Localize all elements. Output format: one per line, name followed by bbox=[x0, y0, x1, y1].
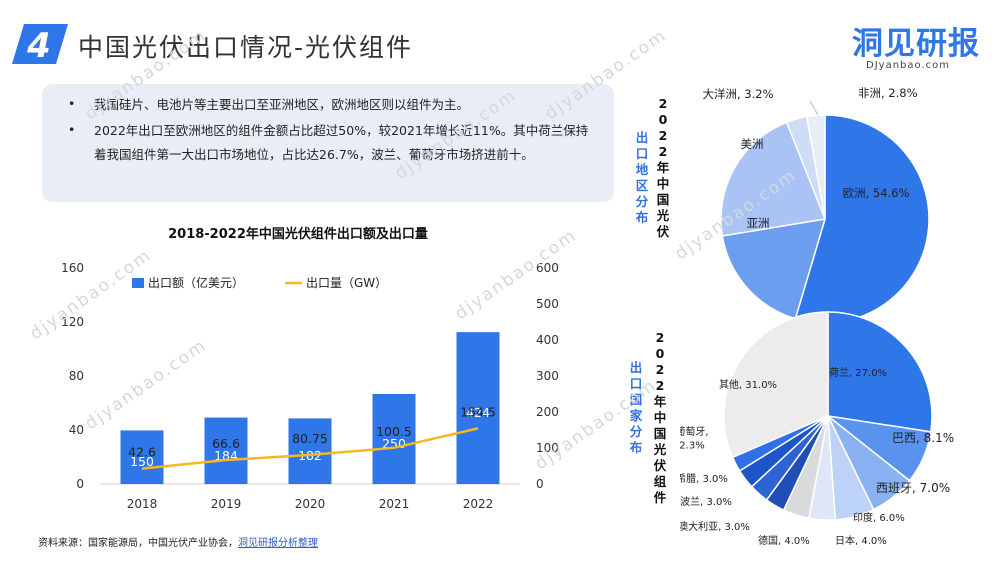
source-note: 资料来源：国家能源局，中国光伏产业协会，洞见研报分析整理 bbox=[38, 534, 318, 549]
x-tick-label: 2022 bbox=[463, 497, 494, 511]
brand-name: 洞见研报 bbox=[852, 26, 980, 62]
country-pie-title: 2022年中国光伏组件 bbox=[653, 330, 667, 505]
line-value-label: 154.5 bbox=[460, 404, 496, 419]
pie-slice-label: 德国, 4.0% bbox=[758, 534, 810, 547]
bar bbox=[120, 430, 164, 484]
x-tick-label: 2018 bbox=[127, 497, 158, 511]
summary-point-1: 我国硅片、电池片等主要出口至亚洲地区，欧洲地区则以组件为主。 bbox=[94, 97, 470, 112]
y-right-tick-label: 500 bbox=[536, 297, 559, 311]
pie-slice-label: 荷兰, 27.0% bbox=[829, 366, 887, 379]
bar bbox=[372, 393, 416, 484]
line-series bbox=[141, 427, 479, 470]
brand-logo: 洞见研报 DJyanbao.com bbox=[852, 18, 982, 76]
country-pie-slice bbox=[827, 311, 933, 433]
bullet-marker: • bbox=[68, 122, 76, 137]
pie-slice-label: 美洲 bbox=[741, 137, 764, 151]
line-value-label: 100.5 bbox=[376, 424, 412, 439]
y-right-tick-label: 300 bbox=[536, 369, 559, 383]
x-tick-label: 2020 bbox=[295, 497, 326, 511]
x-tick-label: 2021 bbox=[379, 497, 410, 511]
pie-slice-label: 大洋洲, 3.2% bbox=[702, 87, 773, 101]
y-left-tick-label: 120 bbox=[61, 315, 84, 329]
y-left-tick-label: 0 bbox=[76, 477, 84, 491]
legend-bar-label: 出口额（亿美元） bbox=[148, 275, 244, 290]
summary-box: • 我国硅片、电池片等主要出口至亚洲地区，欧洲地区则以组件为主。 • 2022年… bbox=[42, 84, 614, 202]
region-pie-subtitle: 出口地区分布 bbox=[635, 130, 649, 225]
region-pie-slice bbox=[720, 121, 827, 237]
leader-line bbox=[809, 100, 819, 116]
legend-line-label: 出口量（GW） bbox=[306, 276, 387, 290]
region-pie-slice bbox=[805, 114, 826, 220]
bar bbox=[288, 418, 332, 484]
y-left-tick-label: 40 bbox=[69, 423, 84, 437]
bar-value-label: 150 bbox=[130, 454, 154, 469]
pie-slice-label: 亚洲 bbox=[747, 216, 770, 230]
line-value-label: 66.6 bbox=[212, 436, 240, 451]
legend-bar-swatch bbox=[132, 278, 144, 288]
pie-slice-label: 日本, 4.0% bbox=[835, 534, 887, 547]
region-pie-title: 2022年中国光伏 bbox=[656, 96, 670, 239]
x-tick-label: 2019 bbox=[211, 497, 242, 511]
pie-slice-label: 西班牙, 7.0% bbox=[876, 481, 950, 495]
pie-slice-label: 希腊, 3.0% bbox=[680, 472, 728, 485]
summary-point-2: 2022年出口至欧洲地区的组件金额占比超过50%，较2021年增长近11%。其中… bbox=[94, 123, 589, 162]
y-right-tick-label: 600 bbox=[536, 261, 559, 275]
combo-chart-title: 2018-2022年中国光伏组件出口额及出口量 bbox=[168, 227, 428, 242]
source-prefix: 资料来源：国家能源局，中国光伏产业协会， bbox=[38, 538, 238, 549]
line-value-label: 80.75 bbox=[292, 431, 328, 446]
region-pie-slice bbox=[721, 218, 827, 320]
pie-slice-label: 澳大利亚, 3.0% bbox=[680, 520, 750, 533]
pie-slice-label: 印度, 6.0% bbox=[853, 511, 905, 524]
bar-value-label: 424 bbox=[466, 405, 490, 420]
line-value-label: 42.6 bbox=[128, 445, 156, 460]
y-left-tick-label: 160 bbox=[61, 261, 84, 275]
bar bbox=[456, 332, 500, 484]
y-right-tick-label: 200 bbox=[536, 405, 559, 419]
source-link[interactable]: 洞见研报分析整理 bbox=[238, 538, 318, 549]
y-right-tick-label: 400 bbox=[536, 333, 559, 347]
section-number-badge: 4 bbox=[12, 24, 68, 66]
pie-slice-label: 波兰, 3.0% bbox=[680, 495, 732, 508]
pie-charts: 欧洲, 54.6% 亚洲 美洲 大洋洲, 3.2% 非洲, 2.8% 荷兰, 27.0% 巴… bbox=[680, 86, 954, 547]
pie-slice-label: 巴西, 8.1% bbox=[892, 431, 954, 445]
pie-slice-label: 欧洲, 54.6% bbox=[843, 186, 910, 200]
country-pie-slice bbox=[723, 311, 829, 459]
page-title: 中国光伏出口情况-光伏组件 bbox=[78, 33, 414, 62]
brand-domain: DJyanbao.com bbox=[866, 60, 950, 71]
country-pie-subtitle: 出口国家分布 bbox=[629, 360, 643, 455]
pie-slice-label: 葡萄牙, 2.3% bbox=[680, 425, 709, 452]
y-left-tick-label: 80 bbox=[69, 369, 84, 383]
bar bbox=[204, 417, 248, 484]
pie-slice-label: 其他, 31.0% bbox=[719, 378, 777, 391]
export-combo-chart: 0408012016001002003004005006001502018184… bbox=[61, 261, 559, 511]
y-right-tick-label: 0 bbox=[536, 477, 544, 491]
pie-slice-label: 非洲, 2.8% bbox=[858, 86, 918, 100]
badge-number: 4 bbox=[26, 26, 51, 66]
bullet-marker: • bbox=[68, 96, 76, 111]
y-right-tick-label: 100 bbox=[536, 441, 559, 455]
